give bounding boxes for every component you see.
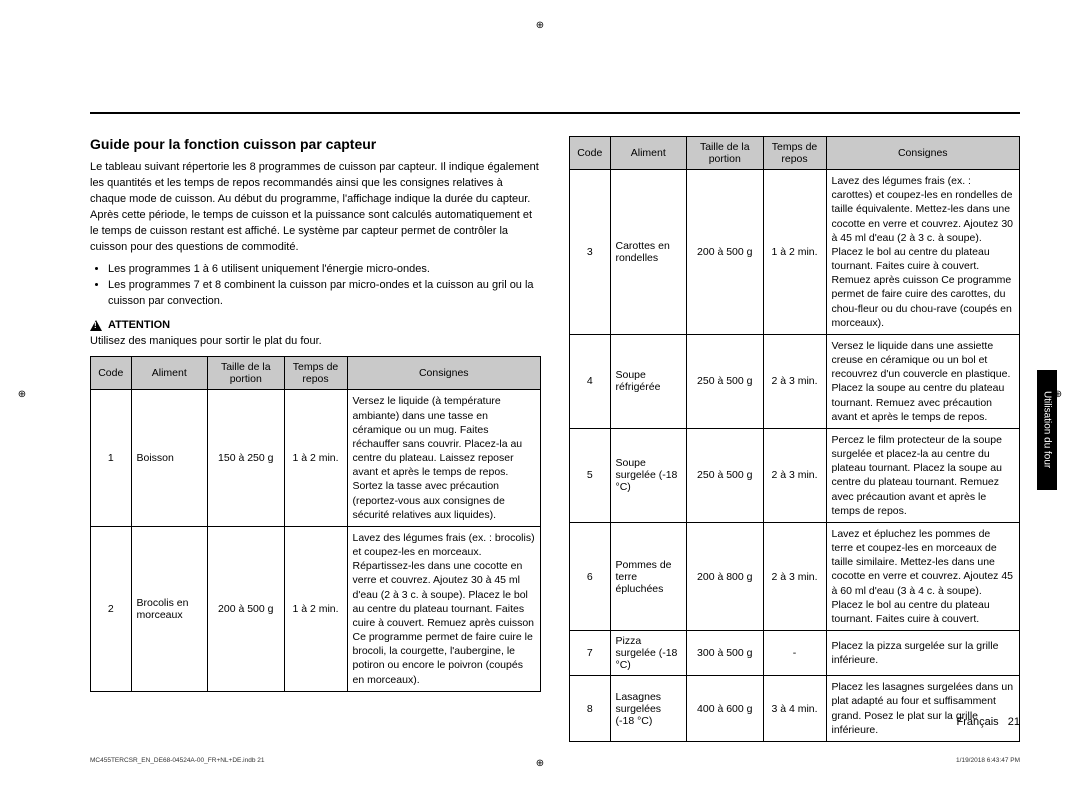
bullet-list: Les programmes 1 à 6 utilisent uniquemen… bbox=[90, 262, 541, 310]
th-aliment: Aliment bbox=[131, 357, 208, 390]
cell-aliment: Boisson bbox=[131, 390, 208, 527]
cell-taille: 200 à 500 g bbox=[687, 170, 764, 335]
cell-consignes: Lavez et épluchez les pommes de terre et… bbox=[826, 522, 1020, 630]
cell-code: 6 bbox=[570, 522, 611, 630]
warning-triangle-icon bbox=[90, 320, 102, 331]
side-tab: Utilisation du four bbox=[1037, 370, 1057, 490]
footer-language: Français bbox=[957, 716, 999, 728]
table-row: 1Boisson150 à 250 g1 à 2 min.Versez le l… bbox=[91, 390, 541, 527]
cell-taille: 400 à 600 g bbox=[687, 676, 764, 742]
cell-consignes: Lavez des légumes frais (ex. : brocolis)… bbox=[347, 526, 541, 691]
cell-code: 2 bbox=[91, 526, 132, 691]
bullet-item: Les programmes 7 et 8 combinent la cuiss… bbox=[108, 278, 541, 310]
print-filepath: MC455TERCSR_EN_DE68-04524A-00_FR+NL+DE.i… bbox=[90, 757, 265, 764]
cell-aliment: Lasagnes surgelées (-18 °C) bbox=[610, 676, 687, 742]
th-temps: Temps de repos bbox=[284, 357, 347, 390]
cell-aliment: Soupe surgelée (-18 °C) bbox=[610, 428, 687, 522]
registration-mark-icon: ⊕ bbox=[16, 389, 28, 401]
cell-aliment: Pommes de terre épluchées bbox=[610, 522, 687, 630]
cell-aliment: Carottes en rondelles bbox=[610, 170, 687, 335]
table-body: 1Boisson150 à 250 g1 à 2 min.Versez le l… bbox=[91, 390, 541, 691]
cell-temps: 1 à 2 min. bbox=[284, 526, 347, 691]
table-body: 3Carottes en rondelles200 à 500 g1 à 2 m… bbox=[570, 170, 1020, 742]
table-row: 3Carottes en rondelles200 à 500 g1 à 2 m… bbox=[570, 170, 1020, 335]
cell-taille: 200 à 800 g bbox=[687, 522, 764, 630]
cell-temps: - bbox=[763, 631, 826, 676]
registration-mark-icon: ⊕ bbox=[1052, 389, 1064, 401]
bullet-item: Les programmes 1 à 6 utilisent uniquemen… bbox=[108, 262, 541, 278]
cell-taille: 300 à 500 g bbox=[687, 631, 764, 676]
cell-temps: 1 à 2 min. bbox=[284, 390, 347, 527]
cell-taille: 150 à 250 g bbox=[208, 390, 285, 527]
cell-taille: 250 à 500 g bbox=[687, 334, 764, 428]
th-taille: Taille de la portion bbox=[687, 137, 764, 170]
cell-code: 8 bbox=[570, 676, 611, 742]
cell-consignes: Placez la pizza surgelée sur la grille i… bbox=[826, 631, 1020, 676]
right-column: Code Aliment Taille de la portion Temps … bbox=[569, 136, 1020, 742]
cell-temps: 2 à 3 min. bbox=[763, 334, 826, 428]
th-aliment: Aliment bbox=[610, 137, 687, 170]
footer-right: Français 21 bbox=[957, 716, 1021, 728]
attention-text: Utilisez des maniques pour sortir le pla… bbox=[90, 334, 541, 350]
registration-mark-icon: ⊕ bbox=[534, 758, 546, 770]
intro-paragraph: Le tableau suivant répertorie les 8 prog… bbox=[90, 160, 541, 256]
left-column: Guide pour la fonction cuisson par capte… bbox=[90, 136, 541, 742]
top-rule bbox=[90, 112, 1020, 114]
right-table: Code Aliment Taille de la portion Temps … bbox=[569, 136, 1020, 742]
cell-taille: 200 à 500 g bbox=[208, 526, 285, 691]
attention-label: ATTENTION bbox=[108, 319, 170, 331]
two-column-layout: Guide pour la fonction cuisson par capte… bbox=[90, 136, 1020, 742]
th-code: Code bbox=[91, 357, 132, 390]
th-temps: Temps de repos bbox=[763, 137, 826, 170]
section-title: Guide pour la fonction cuisson par capte… bbox=[90, 136, 541, 152]
cell-temps: 2 à 3 min. bbox=[763, 522, 826, 630]
cell-temps: 2 à 3 min. bbox=[763, 428, 826, 522]
attention-row: ATTENTION bbox=[90, 319, 541, 331]
cell-aliment: Soupe réfrigérée bbox=[610, 334, 687, 428]
left-table: Code Aliment Taille de la portion Temps … bbox=[90, 356, 541, 691]
cell-aliment: Pizza surgelée (-18 °C) bbox=[610, 631, 687, 676]
th-consignes: Consignes bbox=[347, 357, 541, 390]
th-taille: Taille de la portion bbox=[208, 357, 285, 390]
table-row: 6Pommes de terre épluchées200 à 800 g2 à… bbox=[570, 522, 1020, 630]
table-head: Code Aliment Taille de la portion Temps … bbox=[91, 357, 541, 390]
cell-code: 3 bbox=[570, 170, 611, 335]
cell-code: 5 bbox=[570, 428, 611, 522]
print-timestamp: 1/19/2018 6:43:47 PM bbox=[956, 757, 1020, 764]
cell-temps: 1 à 2 min. bbox=[763, 170, 826, 335]
cell-consignes: Placez les lasagnes surgelées dans un pl… bbox=[826, 676, 1020, 742]
cell-consignes: Lavez des légumes frais (ex. : carottes)… bbox=[826, 170, 1020, 335]
cell-consignes: Versez le liquide dans une assiette creu… bbox=[826, 334, 1020, 428]
cell-taille: 250 à 500 g bbox=[687, 428, 764, 522]
cell-temps: 3 à 4 min. bbox=[763, 676, 826, 742]
cell-consignes: Percez le film protecteur de la soupe su… bbox=[826, 428, 1020, 522]
cell-code: 4 bbox=[570, 334, 611, 428]
table-row: 8Lasagnes surgelées (-18 °C)400 à 600 g3… bbox=[570, 676, 1020, 742]
cell-code: 1 bbox=[91, 390, 132, 527]
footer-page-number: 21 bbox=[1008, 716, 1020, 728]
cell-code: 7 bbox=[570, 631, 611, 676]
cell-aliment: Brocolis en morceaux bbox=[131, 526, 208, 691]
table-row: 4Soupe réfrigérée250 à 500 g2 à 3 min.Ve… bbox=[570, 334, 1020, 428]
table-row: 7Pizza surgelée (-18 °C)300 à 500 g-Plac… bbox=[570, 631, 1020, 676]
th-consignes: Consignes bbox=[826, 137, 1020, 170]
table-head: Code Aliment Taille de la portion Temps … bbox=[570, 137, 1020, 170]
th-code: Code bbox=[570, 137, 611, 170]
page-container: Guide pour la fonction cuisson par capte… bbox=[0, 0, 1080, 790]
table-row: 2Brocolis en morceaux200 à 500 g1 à 2 mi… bbox=[91, 526, 541, 691]
cell-consignes: Versez le liquide (à température ambiant… bbox=[347, 390, 541, 527]
table-row: 5Soupe surgelée (-18 °C)250 à 500 g2 à 3… bbox=[570, 428, 1020, 522]
registration-mark-icon: ⊕ bbox=[534, 20, 546, 32]
